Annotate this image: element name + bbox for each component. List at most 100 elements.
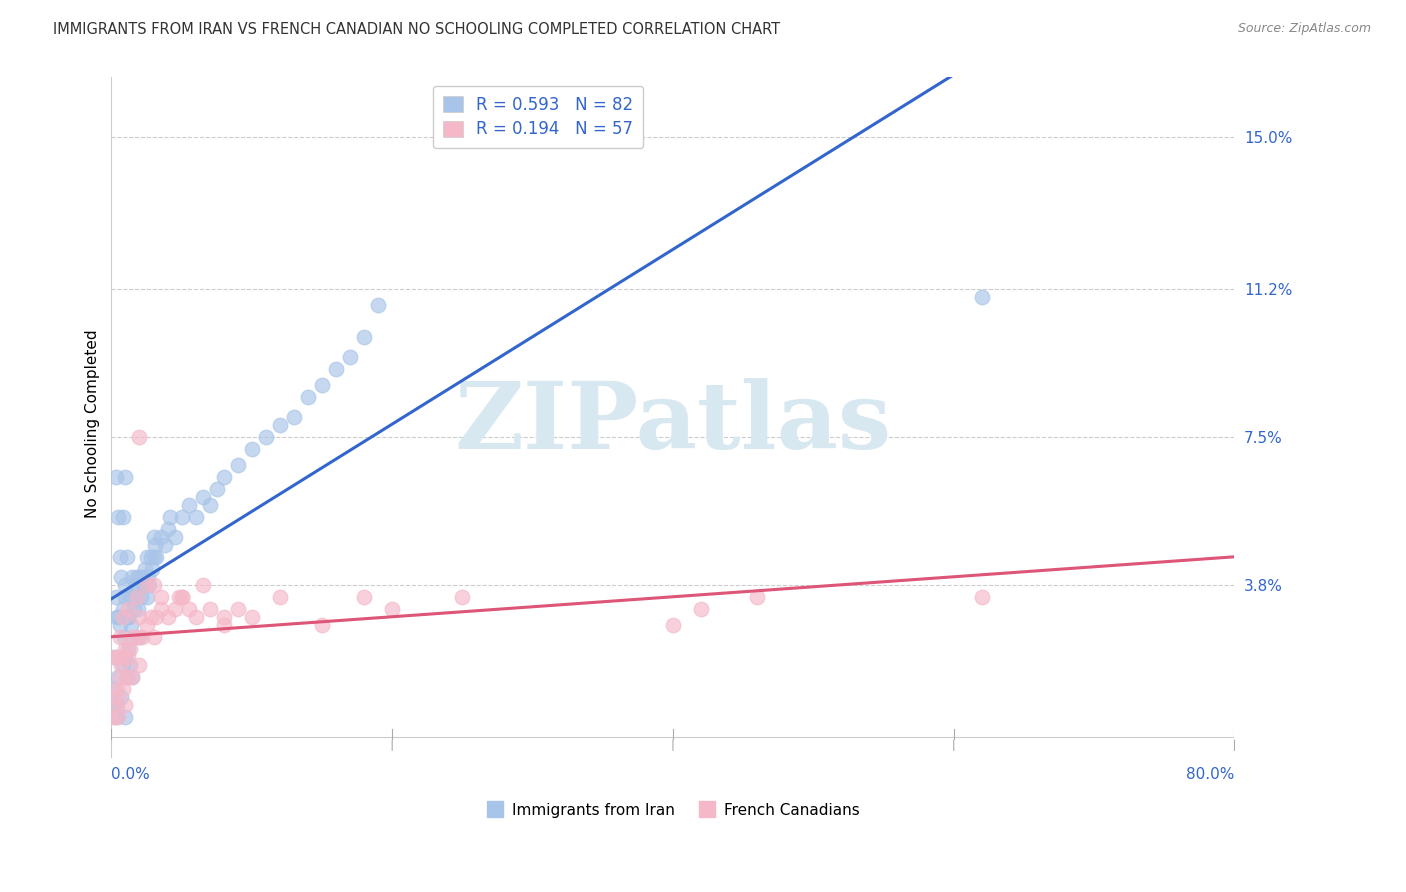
Point <box>135 578 157 592</box>
Point <box>339 351 361 365</box>
Point <box>143 538 166 552</box>
Point <box>205 483 228 497</box>
Point <box>145 550 167 565</box>
Point <box>118 591 141 605</box>
Point <box>118 658 141 673</box>
Point <box>226 458 249 473</box>
Point <box>104 698 127 713</box>
Point <box>124 578 146 592</box>
Point <box>184 510 207 524</box>
Point <box>177 499 200 513</box>
Point <box>170 510 193 524</box>
Point <box>198 602 221 616</box>
Point <box>156 522 179 536</box>
Point <box>212 470 235 484</box>
Point <box>138 578 160 592</box>
Point <box>122 602 145 616</box>
Point <box>451 591 474 605</box>
Point <box>191 578 214 592</box>
Point <box>107 610 129 624</box>
Point <box>114 710 136 724</box>
Point <box>690 602 713 616</box>
Point <box>115 670 138 684</box>
Point <box>114 470 136 484</box>
Point <box>118 642 141 657</box>
Point <box>110 570 132 584</box>
Point <box>970 290 993 304</box>
Point <box>125 591 148 605</box>
Point <box>104 470 127 484</box>
Point <box>121 670 143 684</box>
Point <box>135 550 157 565</box>
Point <box>170 591 193 605</box>
Point <box>117 610 139 624</box>
Point <box>121 591 143 605</box>
Point <box>145 610 167 624</box>
Point <box>117 642 139 657</box>
Point <box>212 610 235 624</box>
Point <box>142 578 165 592</box>
Point <box>131 570 153 584</box>
Point <box>149 591 172 605</box>
Point <box>125 630 148 644</box>
Text: ZIPatlas: ZIPatlas <box>454 378 891 468</box>
Point <box>269 418 291 433</box>
Point <box>103 682 125 697</box>
Point <box>107 510 129 524</box>
Point <box>128 578 150 592</box>
Point <box>142 530 165 544</box>
Point <box>111 510 134 524</box>
Legend: Immigrants from Iran, French Canadians: Immigrants from Iran, French Canadians <box>479 797 866 824</box>
Point <box>240 610 263 624</box>
Text: 0.0%: 0.0% <box>111 767 150 782</box>
Point <box>108 618 131 632</box>
Point <box>114 698 136 713</box>
Point <box>101 698 124 713</box>
Point <box>153 538 176 552</box>
Point <box>170 591 193 605</box>
Point <box>139 610 162 624</box>
Point <box>142 630 165 644</box>
Point <box>135 618 157 632</box>
Point <box>120 618 142 632</box>
Point <box>159 510 181 524</box>
Point <box>662 618 685 632</box>
Point <box>132 578 155 592</box>
Point <box>381 602 404 616</box>
Point <box>111 602 134 616</box>
Point <box>149 530 172 544</box>
Point <box>353 591 375 605</box>
Point <box>240 442 263 457</box>
Point <box>115 550 138 565</box>
Point <box>136 570 159 584</box>
Point <box>117 602 139 616</box>
Point <box>135 578 157 592</box>
Point <box>353 330 375 344</box>
Point <box>128 430 150 444</box>
Point <box>311 378 333 392</box>
Point <box>114 591 136 605</box>
Point <box>125 591 148 605</box>
Point <box>131 630 153 644</box>
Point <box>108 630 131 644</box>
Text: Source: ZipAtlas.com: Source: ZipAtlas.com <box>1237 22 1371 36</box>
Point <box>108 670 131 684</box>
Point <box>107 710 129 724</box>
Point <box>226 602 249 616</box>
Point <box>212 618 235 632</box>
Point <box>111 610 134 624</box>
Point <box>115 670 138 684</box>
Point <box>141 562 163 576</box>
Point <box>127 602 149 616</box>
Point <box>114 650 136 665</box>
Point <box>117 610 139 624</box>
Point <box>105 682 128 697</box>
Point <box>105 610 128 624</box>
Point <box>163 602 186 616</box>
Point <box>114 642 136 657</box>
Point <box>121 630 143 644</box>
Y-axis label: No Schooling Completed: No Schooling Completed <box>86 329 100 517</box>
Point <box>297 390 319 404</box>
Point <box>367 298 389 312</box>
Point <box>128 610 150 624</box>
